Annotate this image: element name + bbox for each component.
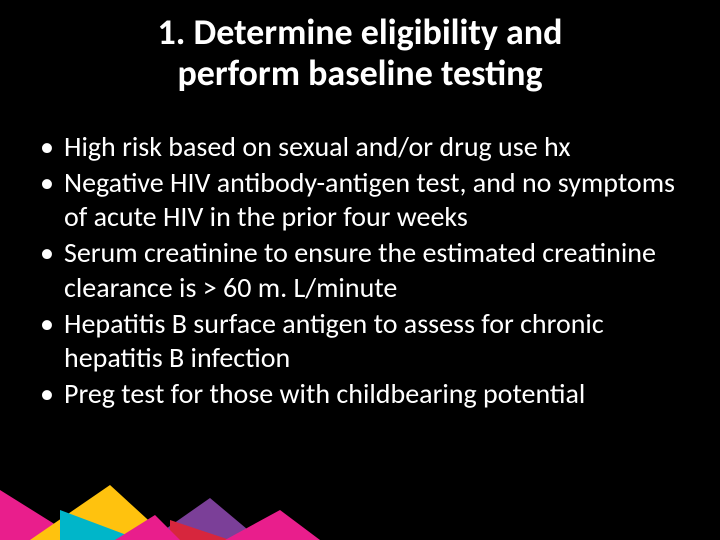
content-body: High risk based on sexual and/or drug us… <box>36 130 684 413</box>
bullet-item: Serum creatinine to ensure the estimated… <box>36 236 684 304</box>
bullet-text: High risk based on sexual and/or drug us… <box>64 129 571 164</box>
bullet-item: Hepatitis B surface antigen to assess fo… <box>36 307 684 375</box>
bullet-item: Negative HIV antibody-antigen test, and … <box>36 166 684 234</box>
triangles-icon <box>0 480 720 540</box>
decorative-footer <box>0 480 720 540</box>
bullet-item: High risk based on sexual and/or drug us… <box>36 130 684 164</box>
bullet-text: Negative HIV antibody-antigen test, and … <box>64 165 675 234</box>
title-line-2: perform baseline testing <box>60 53 660 94</box>
slide: 1. Determine eligibility and perform bas… <box>0 0 720 540</box>
slide-title: 1. Determine eligibility and perform bas… <box>0 12 720 95</box>
bullet-text: Serum creatinine to ensure the estimated… <box>64 235 656 304</box>
bullet-list: High risk based on sexual and/or drug us… <box>36 130 684 411</box>
title-line-1: 1. Determine eligibility and <box>60 12 660 53</box>
bullet-item: Preg test for those with childbearing po… <box>36 377 684 411</box>
bullet-text: Hepatitis B surface antigen to assess fo… <box>64 306 604 375</box>
bullet-text: Preg test for those with childbearing po… <box>64 376 585 411</box>
